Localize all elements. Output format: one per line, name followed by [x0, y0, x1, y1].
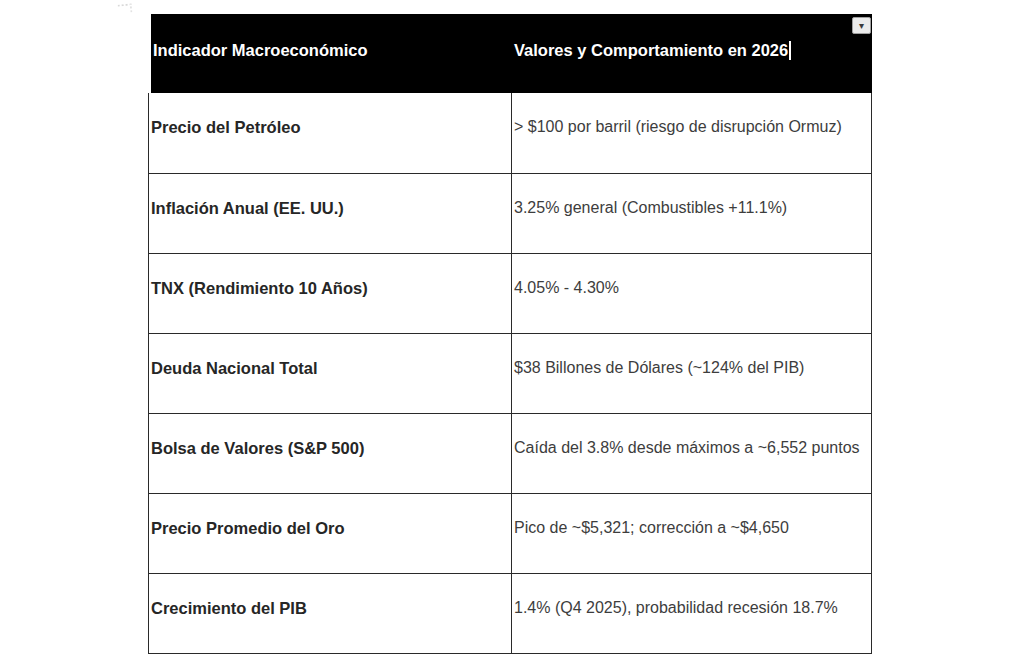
header-cell-values[interactable]: Valores y Comportamiento en 2026: [512, 14, 872, 93]
value-text: 4.05% - 4.30%: [514, 279, 619, 296]
chevron-down-icon: ▾: [859, 21, 864, 31]
indicator-cell[interactable]: Deuda Nacional Total: [149, 334, 512, 413]
table-row: Deuda Nacional Total $38 Billones de Dól…: [149, 333, 871, 413]
table-row: Bolsa de Valores (S&P 500) Caída del 3.8…: [149, 413, 871, 493]
cursor-artifact: [118, 3, 133, 13]
value-text: 1.4% (Q4 2025), probabilidad recesión 18…: [514, 599, 838, 616]
value-cell[interactable]: Pico de ~$5,321; corrección a ~$4,650: [512, 494, 871, 573]
value-text: 3.25% general (Combustibles +11.1%): [514, 199, 787, 216]
table-header-row: Indicador Macroeconómico Valores y Compo…: [151, 14, 872, 93]
table-row: Crecimiento del PIB 1.4% (Q4 2025), prob…: [149, 573, 871, 653]
indicator-label: Bolsa de Valores (S&P 500): [151, 439, 364, 457]
indicator-label: Precio Promedio del Oro: [151, 519, 344, 537]
header-values-label: Valores y Comportamiento en 2026: [514, 41, 788, 59]
value-cell[interactable]: > $100 por barril (riesgo de disrupción …: [512, 93, 871, 173]
value-text: Pico de ~$5,321; corrección a ~$4,650: [514, 519, 789, 536]
value-text: > $100 por barril (riesgo de disrupción …: [514, 118, 842, 135]
value-cell[interactable]: 4.05% - 4.30%: [512, 254, 871, 333]
table-row: Precio del Petróleo > $100 por barril (r…: [149, 93, 871, 173]
indicator-cell[interactable]: TNX (Rendimiento 10 Años): [149, 254, 512, 333]
value-text: Caída del 3.8% desde máximos a ~6,552 pu…: [514, 439, 860, 456]
indicator-label: Deuda Nacional Total: [151, 359, 318, 377]
value-cell[interactable]: 3.25% general (Combustibles +11.1%): [512, 174, 871, 253]
table-options-dropdown-button[interactable]: ▾: [852, 17, 871, 34]
indicator-cell[interactable]: Precio del Petróleo: [149, 93, 512, 173]
indicator-cell[interactable]: Precio Promedio del Oro: [149, 494, 512, 573]
table-row: Precio Promedio del Oro Pico de ~$5,321;…: [149, 493, 871, 573]
indicator-label: Precio del Petróleo: [151, 118, 300, 136]
indicator-cell[interactable]: Bolsa de Valores (S&P 500): [149, 414, 512, 493]
header-indicator-label: Indicador Macroeconómico: [153, 41, 368, 59]
value-cell[interactable]: Caída del 3.8% desde máximos a ~6,552 pu…: [512, 414, 871, 493]
value-cell[interactable]: 1.4% (Q4 2025), probabilidad recesión 18…: [512, 574, 871, 653]
text-cursor: [789, 41, 791, 60]
table-body: Precio del Petróleo > $100 por barril (r…: [148, 93, 872, 654]
indicator-cell[interactable]: Inflación Anual (EE. UU.): [149, 174, 512, 253]
value-text: $38 Billones de Dólares (~124% del PIB): [514, 359, 804, 376]
indicator-label: TNX (Rendimiento 10 Años): [151, 279, 368, 297]
macro-indicators-table: Indicador Macroeconómico Valores y Compo…: [148, 14, 872, 654]
indicator-label: Crecimiento del PIB: [151, 599, 307, 617]
value-cell[interactable]: $38 Billones de Dólares (~124% del PIB): [512, 334, 871, 413]
document-canvas: Indicador Macroeconómico Valores y Compo…: [0, 0, 1024, 664]
indicator-cell[interactable]: Crecimiento del PIB: [149, 574, 512, 653]
header-cell-indicator[interactable]: Indicador Macroeconómico: [151, 14, 512, 93]
table-row: Inflación Anual (EE. UU.) 3.25% general …: [149, 173, 871, 253]
indicator-label: Inflación Anual (EE. UU.): [151, 199, 344, 217]
table-row: TNX (Rendimiento 10 Años) 4.05% - 4.30%: [149, 253, 871, 333]
